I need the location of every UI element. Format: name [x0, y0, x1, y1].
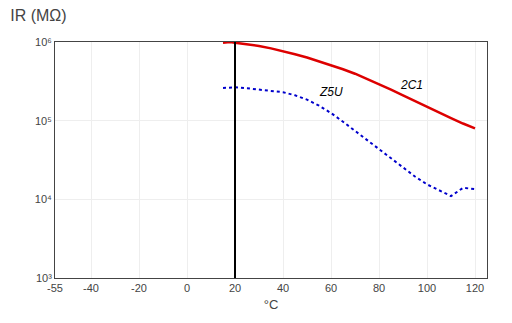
- svg-text:0: 0: [184, 282, 190, 294]
- svg-text:100: 100: [418, 282, 436, 294]
- svg-text:10³: 10³: [36, 272, 52, 284]
- svg-text:60: 60: [325, 282, 337, 294]
- svg-text:80: 80: [373, 282, 385, 294]
- svg-text:-20: -20: [131, 282, 147, 294]
- svg-text:120: 120: [466, 282, 484, 294]
- svg-text:Z5U: Z5U: [319, 85, 343, 99]
- svg-text:40: 40: [277, 282, 289, 294]
- svg-text:°C: °C: [264, 297, 279, 312]
- svg-text:2C1: 2C1: [400, 78, 423, 92]
- svg-text:-55: -55: [47, 282, 63, 294]
- svg-text:10⁵: 10⁵: [35, 115, 52, 127]
- svg-text:20: 20: [229, 282, 241, 294]
- svg-text:10⁶: 10⁶: [35, 36, 52, 48]
- svg-text:-40: -40: [83, 282, 99, 294]
- svg-text:10⁴: 10⁴: [35, 193, 52, 205]
- svg-text:IR (MΩ): IR (MΩ): [10, 7, 66, 24]
